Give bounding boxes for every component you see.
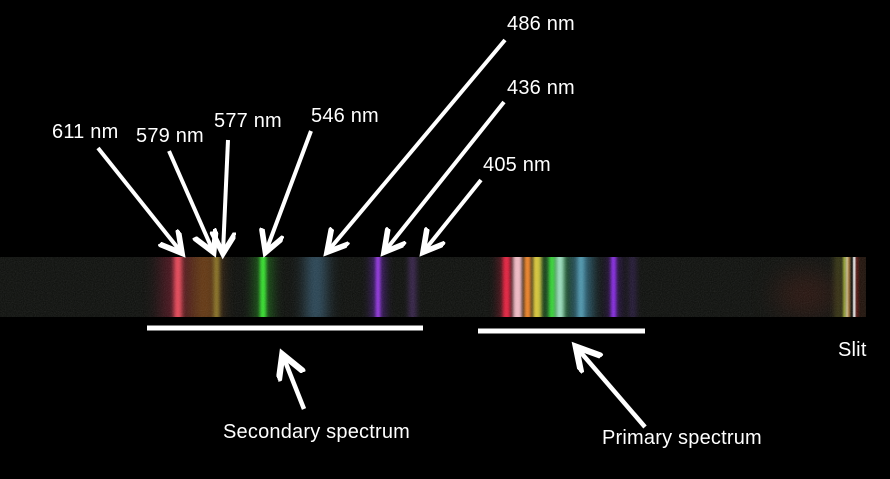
wavelength-label-546: 546 nm [311,105,379,127]
wavelength-arrow [424,178,483,251]
emission-line [556,257,564,317]
diffuse-glow-patch [775,272,837,317]
emission-line [610,257,616,317]
spectrum-photo-strip [0,257,866,317]
emission-line [848,257,850,317]
wavelength-label-579: 579 nm [136,125,204,147]
wavelength-arrow [328,38,507,251]
primary-pointer-arrow [577,348,647,429]
emission-line [549,257,555,317]
wavelength-arrow [96,146,181,252]
emission-line [532,257,542,317]
wavelength-arrow [266,130,313,251]
emission-line [408,257,416,317]
secondary-spectrum-label: Secondary spectrum [223,421,411,443]
emission-line [260,257,266,317]
emission-line [628,257,636,317]
secondary-pointer-arrow [283,356,307,410]
emission-line [512,257,522,317]
emission-line [307,257,325,317]
emission-line [174,257,182,317]
emission-line [376,257,380,317]
emission-line [213,257,219,317]
wavelength-label-577: 577 nm [214,110,282,132]
emission-line [857,257,866,317]
wavelength-arrow [167,150,213,251]
wavelength-label-405: 405 nm [483,154,551,176]
wavelength-arrow [385,100,506,251]
wavelength-arrow [223,139,228,252]
slit-label: Slit [838,339,867,361]
wavelength-label-436: 436 nm [507,77,575,99]
primary-spectrum-label: Primary spectrum [602,427,762,449]
emission-line [523,257,531,317]
emission-line [502,257,510,317]
wavelength-label-611: 611 nm [52,121,119,143]
emission-line [578,257,584,317]
wavelength-label-486: 486 nm [507,13,575,35]
